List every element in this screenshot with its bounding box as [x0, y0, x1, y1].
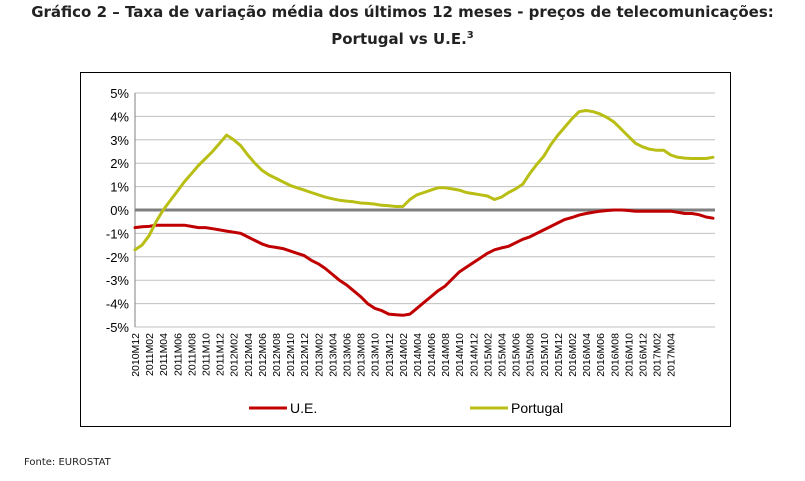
footnote-marker: 3 [466, 30, 474, 41]
chart-frame [80, 72, 731, 427]
x-tick-label: 2016M10 [623, 333, 635, 377]
x-tick-label: 2013M08 [356, 333, 368, 377]
y-tick-label: 1% [110, 180, 129, 195]
x-tick-label: 2013M06 [341, 333, 353, 377]
y-tick-label: -1% [106, 226, 130, 241]
y-tick-label: 3% [110, 133, 129, 148]
x-tick-label: 2017M04 [666, 333, 678, 377]
chart-title-line-1: Gráfico 2 – Taxa de variação média dos ú… [31, 3, 774, 21]
y-tick-label: 4% [110, 109, 129, 124]
chart-title-line-2: Portugal vs U.E.3 [0, 26, 805, 49]
x-tick-label: 2016M02 [567, 333, 579, 377]
x-tick-label: 2011M12 [215, 333, 227, 376]
series-line-portugal [133, 109, 715, 252]
x-tick-label: 2010M12 [130, 333, 142, 377]
x-tick-label: 2012M06 [257, 333, 269, 377]
x-tick-label: 2013M10 [370, 333, 382, 377]
x-tick-label: 2015M12 [553, 333, 565, 377]
y-tick-label: -5% [106, 320, 130, 335]
x-tick-label: 2013M04 [327, 333, 339, 377]
x-tick-label: 2011M02 [144, 333, 156, 376]
x-tick-label: 2014M04 [412, 333, 424, 377]
x-tick-label: 2011M08 [186, 333, 198, 376]
x-tick-label: 2014M10 [454, 333, 466, 377]
x-tick-label: 2016M08 [609, 333, 621, 377]
legend-label-ue: U.E. [290, 400, 317, 416]
x-tick-label: 2015M04 [497, 333, 509, 377]
x-tick-label: 2014M02 [398, 333, 410, 377]
legend-label-portugal: Portugal [511, 400, 563, 416]
x-tick-label: 2012M08 [271, 333, 283, 377]
x-tick-label: 2011M04 [158, 333, 170, 376]
x-tick-label: 2016M04 [581, 333, 593, 377]
y-tick-label: -2% [106, 250, 130, 265]
y-tick-label: -3% [106, 273, 130, 288]
x-tick-label: 2013M02 [313, 333, 325, 377]
source-note: Fonte: EUROSTAT [24, 457, 111, 468]
x-tick-label: 2017M02 [652, 333, 664, 377]
x-tick-label: 2015M10 [539, 333, 551, 377]
series-line-ue [133, 208, 715, 317]
x-tick-label: 2016M12 [638, 333, 650, 377]
x-tick-label: 2014M12 [468, 333, 480, 377]
x-tick-label: 2014M06 [426, 333, 438, 377]
chart-title-text: Portugal vs U.E. [331, 30, 467, 48]
x-tick-label: 2011M10 [200, 333, 212, 376]
y-tick-label: 5% [110, 86, 129, 101]
y-tick-label: 0% [110, 203, 129, 218]
x-tick-label: 2011M06 [172, 333, 184, 376]
x-tick-label: 2012M02 [229, 333, 241, 377]
x-tick-label: 2015M06 [511, 333, 523, 377]
x-tick-label: 2016M06 [595, 333, 607, 377]
x-tick-label: 2012M10 [285, 333, 297, 377]
x-tick-label: 2015M02 [482, 333, 494, 377]
x-tick-label: 2012M12 [299, 333, 311, 377]
x-tick-label: 2014M08 [440, 333, 452, 377]
y-tick-label: 2% [110, 156, 129, 171]
x-tick-label: 2012M04 [243, 333, 255, 377]
x-tick-label: 2015M08 [525, 333, 537, 377]
y-tick-label: -4% [106, 297, 130, 312]
x-tick-label: 2013M12 [384, 333, 396, 377]
